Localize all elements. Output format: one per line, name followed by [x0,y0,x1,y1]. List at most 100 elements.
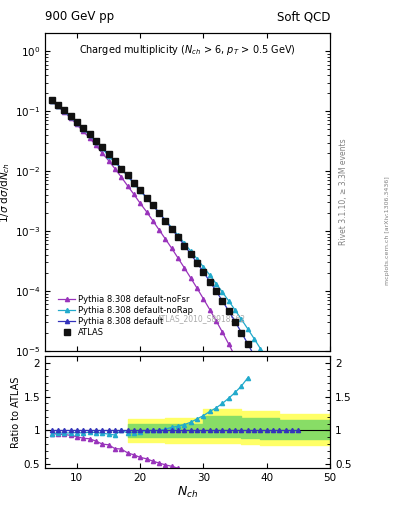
Pythia 8.308 default-noRap [233,307,237,313]
ATLAS [112,158,117,164]
ATLAS [264,377,269,383]
Pythia 8.308 default-noRap [55,103,60,109]
ATLAS [49,97,54,103]
Pythia 8.308 default [226,308,231,314]
Pythia 8.308 default [151,202,155,208]
Pythia 8.308 default-noFsr [169,245,174,251]
Pythia 8.308 default-noFsr [246,381,250,387]
Pythia 8.308 default-noFsr [214,318,219,324]
Pythia 8.308 default-noRap [138,187,143,194]
Pythia 8.308 default-noFsr [252,395,257,401]
Pythia 8.308 default-noFsr [151,218,155,224]
Y-axis label: Rivet 3.1.10, ≥ 3.3M events: Rivet 3.1.10, ≥ 3.3M events [339,139,348,245]
Pythia 8.308 default [271,391,275,397]
Pythia 8.308 default [81,125,86,131]
Line: Pythia 8.308 default-noFsr: Pythia 8.308 default-noFsr [50,99,301,512]
ATLAS [125,172,130,178]
Pythia 8.308 default [132,180,136,186]
Pythia 8.308 default [62,108,66,114]
Pythia 8.308 default [264,377,269,383]
ATLAS [81,125,86,131]
Pythia 8.308 default-noFsr [75,121,79,127]
Pythia 8.308 default-noRap [226,298,231,304]
Pythia 8.308 default [176,234,180,240]
ATLAS [277,404,282,410]
Pythia 8.308 default-noFsr [233,353,237,359]
ATLAS [87,131,92,137]
Pythia 8.308 default-noRap [169,225,174,231]
ATLAS [189,251,193,257]
Pythia 8.308 default-noRap [87,132,92,138]
Text: mcplots.cern.ch [arXiv:1306.3436]: mcplots.cern.ch [arXiv:1306.3436] [385,176,389,285]
Pythia 8.308 default-noFsr [125,183,130,189]
Pythia 8.308 default-noRap [277,377,282,383]
Pythia 8.308 default [252,352,257,358]
ATLAS [163,218,168,224]
Pythia 8.308 default [112,158,117,164]
Pythia 8.308 default-noRap [106,153,111,159]
ATLAS [144,195,149,201]
Pythia 8.308 default-noFsr [68,115,73,121]
Y-axis label: Ratio to ATLAS: Ratio to ATLAS [11,376,21,448]
Pythia 8.308 default-noFsr [94,142,98,148]
Pythia 8.308 default-noFsr [239,367,244,373]
Pythia 8.308 default-noRap [290,401,294,407]
Pythia 8.308 default-noFsr [87,135,92,141]
Pythia 8.308 default-noRap [68,114,73,120]
Pythia 8.308 default-noFsr [62,109,66,115]
ATLAS [138,187,143,193]
Pythia 8.308 default [214,288,219,294]
Pythia 8.308 default-noFsr [144,208,149,215]
ATLAS [55,102,60,108]
ATLAS [226,308,231,314]
Text: 900 GeV pp: 900 GeV pp [45,10,114,23]
Pythia 8.308 default [220,298,225,304]
Line: Pythia 8.308 default-noRap: Pythia 8.308 default-noRap [50,99,301,417]
Pythia 8.308 default [87,131,92,137]
Y-axis label: 1/$\sigma$ d$\sigma$/d$N_{ch}$: 1/$\sigma$ d$\sigma$/d$N_{ch}$ [0,161,12,223]
Pythia 8.308 default-noRap [201,264,206,270]
ATLAS [62,108,66,114]
Pythia 8.308 default-noFsr [100,150,105,156]
Pythia 8.308 default [55,102,60,108]
Pythia 8.308 default-noRap [81,126,86,132]
Pythia 8.308 default-noRap [252,335,257,342]
ATLAS [157,210,162,216]
ATLAS [233,318,237,325]
Pythia 8.308 default [138,187,143,193]
Pythia 8.308 default-noFsr [132,191,136,197]
Pythia 8.308 default [49,97,54,103]
Pythia 8.308 default-noRap [144,195,149,201]
Text: Soft QCD: Soft QCD [277,10,330,23]
Pythia 8.308 default-noFsr [283,479,288,485]
Legend: Pythia 8.308 default-noFsr, Pythia 8.308 default-noRap, Pythia 8.308 default, AT: Pythia 8.308 default-noFsr, Pythia 8.308… [55,291,197,340]
Pythia 8.308 default-noRap [264,356,269,362]
Pythia 8.308 default-noFsr [163,236,168,242]
Pythia 8.308 default-noRap [271,367,275,373]
Pythia 8.308 default-noRap [94,139,98,145]
Pythia 8.308 default [125,172,130,178]
Pythia 8.308 default-noFsr [81,129,86,135]
Pythia 8.308 default [277,404,282,410]
Text: ATLAS_2010_S8918562: ATLAS_2010_S8918562 [158,314,246,324]
ATLAS [290,432,294,438]
Pythia 8.308 default [68,113,73,119]
ATLAS [220,298,225,304]
Pythia 8.308 default-noRap [189,248,193,254]
ATLAS [271,391,275,397]
Pythia 8.308 default-noFsr [176,255,180,261]
Pythia 8.308 default [189,251,193,257]
Pythia 8.308 default-noRap [258,346,263,352]
Pythia 8.308 default [119,165,123,172]
ATLAS [119,165,123,172]
Pythia 8.308 default-noFsr [271,442,275,449]
Pythia 8.308 default-noRap [112,159,117,165]
ATLAS [182,243,187,249]
Pythia 8.308 default-noFsr [112,165,117,172]
Pythia 8.308 default-noRap [132,180,136,186]
Pythia 8.308 default-noFsr [208,307,212,313]
Line: Pythia 8.308 default: Pythia 8.308 default [50,98,301,452]
Pythia 8.308 default [208,279,212,285]
ATLAS [132,180,136,186]
Pythia 8.308 default [94,138,98,144]
